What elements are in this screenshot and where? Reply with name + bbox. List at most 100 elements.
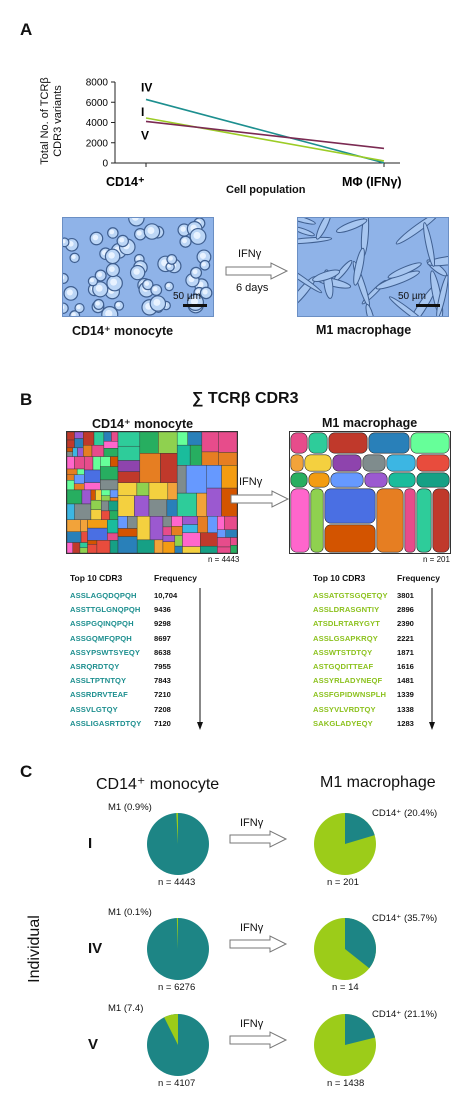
treemap-cell [139, 432, 159, 454]
treemap-cell [80, 531, 88, 543]
series-label-V: V [141, 128, 149, 142]
left-cdr3-seq: ASSLAGQDQPQH [70, 591, 137, 600]
right-cdr3-seq: ASSATGTSGQETQY [313, 591, 388, 600]
treemap-cell [160, 453, 178, 483]
treemap-cell [290, 488, 310, 553]
cell-halo [182, 238, 187, 244]
y-axis-label-line2: CDR3 variants [52, 85, 64, 157]
cell-halo [136, 256, 141, 261]
treemap-left-title: CD14⁺ monocyte [92, 417, 194, 431]
treemap-cell [90, 489, 96, 501]
treemap-cell [416, 454, 450, 472]
cell [427, 255, 448, 267]
treemap-cell [148, 499, 168, 517]
treemap-right-n: n = 201 [423, 555, 450, 564]
treemap-cell [154, 539, 164, 553]
cell [298, 236, 333, 245]
treemap-cell [92, 456, 101, 471]
treemap-cell [308, 432, 328, 454]
treemap-cell [330, 472, 364, 488]
treemap-cell [103, 448, 119, 457]
treemap-cell [117, 460, 141, 472]
treemap-cell [67, 447, 73, 453]
series-label-I: I [141, 105, 144, 119]
cell [298, 218, 316, 225]
cell-halo [192, 269, 198, 275]
treemap-cell [376, 488, 404, 553]
left-cdr3-freq: 7208 [154, 704, 171, 714]
treemap-cell [109, 497, 119, 502]
left-cdr3-freq: 7210 [154, 690, 171, 700]
left-cdr3-seq: ASSPGQINQPQH [70, 619, 134, 629]
cell-halo [63, 275, 65, 280]
treemap-cell [230, 545, 237, 553]
treemap-cell [80, 519, 88, 532]
treemap-cell [84, 469, 101, 483]
cell-halo [66, 289, 73, 296]
cell [63, 302, 69, 314]
left-cdr3-seq: ASSTTGLGNQPQH [70, 605, 141, 615]
treemap-cell [368, 432, 410, 454]
treemap-cell [72, 447, 78, 457]
treemap-cell [100, 466, 119, 481]
treemap-cell [90, 509, 102, 520]
cell-halo [190, 297, 199, 306]
treemap-cell [109, 489, 119, 498]
cell-halo [152, 286, 158, 292]
treemap-cell [217, 516, 225, 530]
pie-n-label: n = 4107 [158, 1078, 196, 1089]
left-cdr3-seq: ASSVLGTQY [70, 704, 118, 714]
treemap-cell [103, 432, 112, 442]
treemap-cell [162, 516, 172, 528]
treemap-cell [117, 528, 138, 537]
left-cdr3-freq: 9436 [154, 605, 171, 615]
cell-halo [132, 218, 139, 221]
cell [436, 274, 448, 316]
arrow-right-icon [230, 490, 290, 508]
cell [423, 222, 436, 267]
treemap-cell [176, 432, 188, 446]
treemap-cell [67, 503, 75, 520]
right-cdr3-seq: ASSYRLADYNEQF [313, 676, 383, 686]
left-cdr3-seq: ASSRDRVTEAF [70, 690, 128, 700]
right-cdr3-freq: 2390 [397, 619, 414, 629]
treemap-cell [67, 474, 75, 481]
pie-slice-label: CD14⁺ (21.1%) [372, 1009, 438, 1020]
series-line-IV [145, 98, 385, 164]
treemap-cell [134, 495, 150, 517]
y-tick-label: 6000 [86, 98, 109, 109]
cell-halo [168, 256, 173, 261]
treemap-cell [149, 516, 164, 541]
cell-halo [147, 227, 155, 234]
treemap-cell [364, 472, 388, 488]
cell-halo [193, 231, 201, 239]
left-table-header-seq: Top 10 CDR3 [70, 573, 123, 583]
treemap-cell [101, 500, 109, 512]
individual-id: I [88, 835, 93, 852]
treemap-cell [67, 432, 75, 441]
cell [315, 218, 332, 240]
treemap-cell [117, 536, 138, 553]
treemap-cell [221, 465, 237, 489]
treemap-cell [217, 529, 226, 538]
treemap-cell [162, 535, 176, 543]
treemap-cell [73, 483, 85, 491]
y-tick-label: 8000 [86, 78, 109, 89]
pie-slice-label: M1 (0.9%) [108, 802, 152, 813]
cell [336, 218, 368, 233]
series-label-IV: IV [141, 80, 152, 94]
treemap-cell [107, 519, 119, 534]
treemap-cell [136, 482, 150, 496]
treemap-cell [108, 500, 119, 512]
treemap-cell [218, 452, 237, 466]
treemap-cell [73, 474, 85, 484]
treemap-cell [74, 438, 84, 449]
treemap-cell [127, 516, 138, 529]
cell-halo [136, 230, 142, 236]
line-chart: 0 2000 4000 6000 8000 CD14⁺ MΦ (IFNγ) IV IV [86, 78, 402, 190]
cell [388, 296, 429, 316]
treemap-cell [201, 451, 219, 466]
scale-label-left: 50 µm [173, 291, 201, 302]
treemap-cell [290, 432, 308, 454]
pie-slice-label: M1 (0.1%) [108, 907, 152, 918]
